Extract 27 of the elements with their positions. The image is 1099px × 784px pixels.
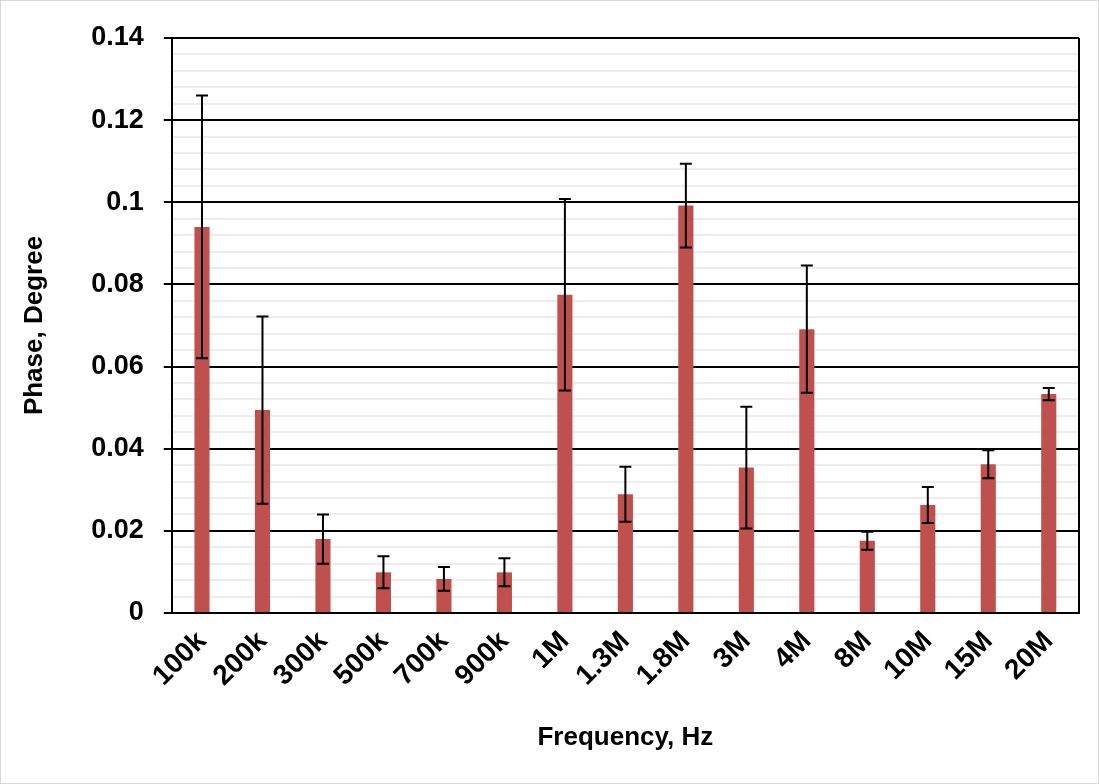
bar bbox=[194, 226, 210, 612]
x-axis-title: Frequency, Hz bbox=[537, 720, 714, 751]
y-axis-title: Phase, Degree bbox=[17, 235, 48, 416]
x-tick-label: 4M bbox=[767, 624, 817, 675]
bar bbox=[678, 205, 694, 612]
y-tick-label: 0.06 bbox=[91, 350, 144, 381]
y-tick-label: 0.14 bbox=[91, 21, 144, 52]
y-tick-label: 0.12 bbox=[91, 103, 144, 134]
bar bbox=[1041, 394, 1057, 612]
bar bbox=[557, 294, 573, 612]
bar bbox=[799, 329, 815, 612]
bar bbox=[738, 467, 754, 612]
bar bbox=[436, 578, 452, 612]
y-tick-label: 0 bbox=[128, 596, 144, 627]
bar bbox=[980, 464, 996, 612]
y-tick-label: 0.02 bbox=[91, 514, 144, 545]
bar bbox=[496, 572, 512, 612]
x-tick-label: 1M bbox=[525, 624, 575, 675]
y-tick-label: 0.04 bbox=[91, 432, 144, 463]
x-tick-label: 8M bbox=[827, 624, 878, 675]
bar bbox=[859, 540, 875, 612]
y-tick-label: 0.1 bbox=[106, 185, 144, 216]
bar bbox=[920, 504, 936, 612]
bar bbox=[315, 539, 331, 612]
x-tick-label: 3M bbox=[706, 624, 757, 675]
y-tick-label: 0.08 bbox=[91, 267, 144, 298]
bar bbox=[617, 494, 633, 612]
